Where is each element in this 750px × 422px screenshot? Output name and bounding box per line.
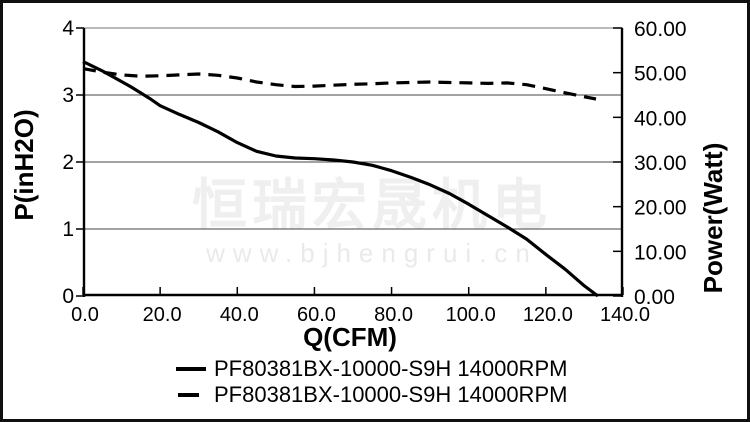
y-right-tick-label: 50.00 [634, 63, 687, 86]
y-axis-right-title: Power(Watt) [698, 143, 728, 294]
y-left-tick-label: 2 [62, 151, 74, 174]
y-left-tick-label: 0 [62, 285, 74, 308]
y-right-tick-label: 30.00 [634, 152, 687, 175]
legend-item-power-curve: PF80381BX-10000-S9H 14000RPM [176, 382, 567, 408]
x-tick-label: 80.0 [374, 304, 413, 326]
y-right-tick-label: 10.00 [634, 241, 687, 264]
x-tick-label: 140.0 [600, 304, 650, 326]
power-curve [82, 67, 597, 101]
x-tick-label: 0.0 [71, 304, 99, 326]
y-right-tick-label: 40.00 [634, 107, 687, 130]
y-left-tick-label: 4 [62, 17, 74, 40]
y-right-tick-label: 20.00 [634, 197, 687, 220]
x-axis-title: Q(CFM) [303, 322, 397, 352]
x-tick-label: 100.0 [446, 304, 496, 326]
solid-line-marker-icon [176, 367, 206, 371]
x-tick-label: 40.0 [220, 304, 259, 326]
y-left-tick-label: 3 [62, 84, 74, 107]
watermark-url-text: www.bjhengrui.cn [205, 238, 538, 268]
pressure-curve [82, 60, 599, 298]
y-right-tick-label: 0.00 [634, 286, 675, 309]
watermark-company-text: 恒瑞宏晟机电 [192, 174, 552, 236]
x-tick-label: 120.0 [523, 304, 573, 326]
y-axis-left-title: P(inH2O) [9, 109, 39, 220]
legend-item-pressure-curve: PF80381BX-10000-S9H 14000RPM [176, 356, 567, 382]
legend-label: PF80381BX-10000-S9H 14000RPM [214, 356, 568, 381]
y-right-tick-label: 60.00 [634, 18, 687, 41]
x-tick-label: 20.0 [143, 304, 182, 326]
chart-legend: PF80381BX-10000-S9H 14000RPM PF80381BX-1… [176, 356, 567, 408]
legend-label: PF80381BX-10000-S9H 14000RPM [214, 382, 568, 407]
y-left-tick-label: 1 [62, 218, 74, 241]
x-tick-label: 60.0 [297, 304, 336, 326]
dashed-line-marker-icon [178, 393, 199, 397]
